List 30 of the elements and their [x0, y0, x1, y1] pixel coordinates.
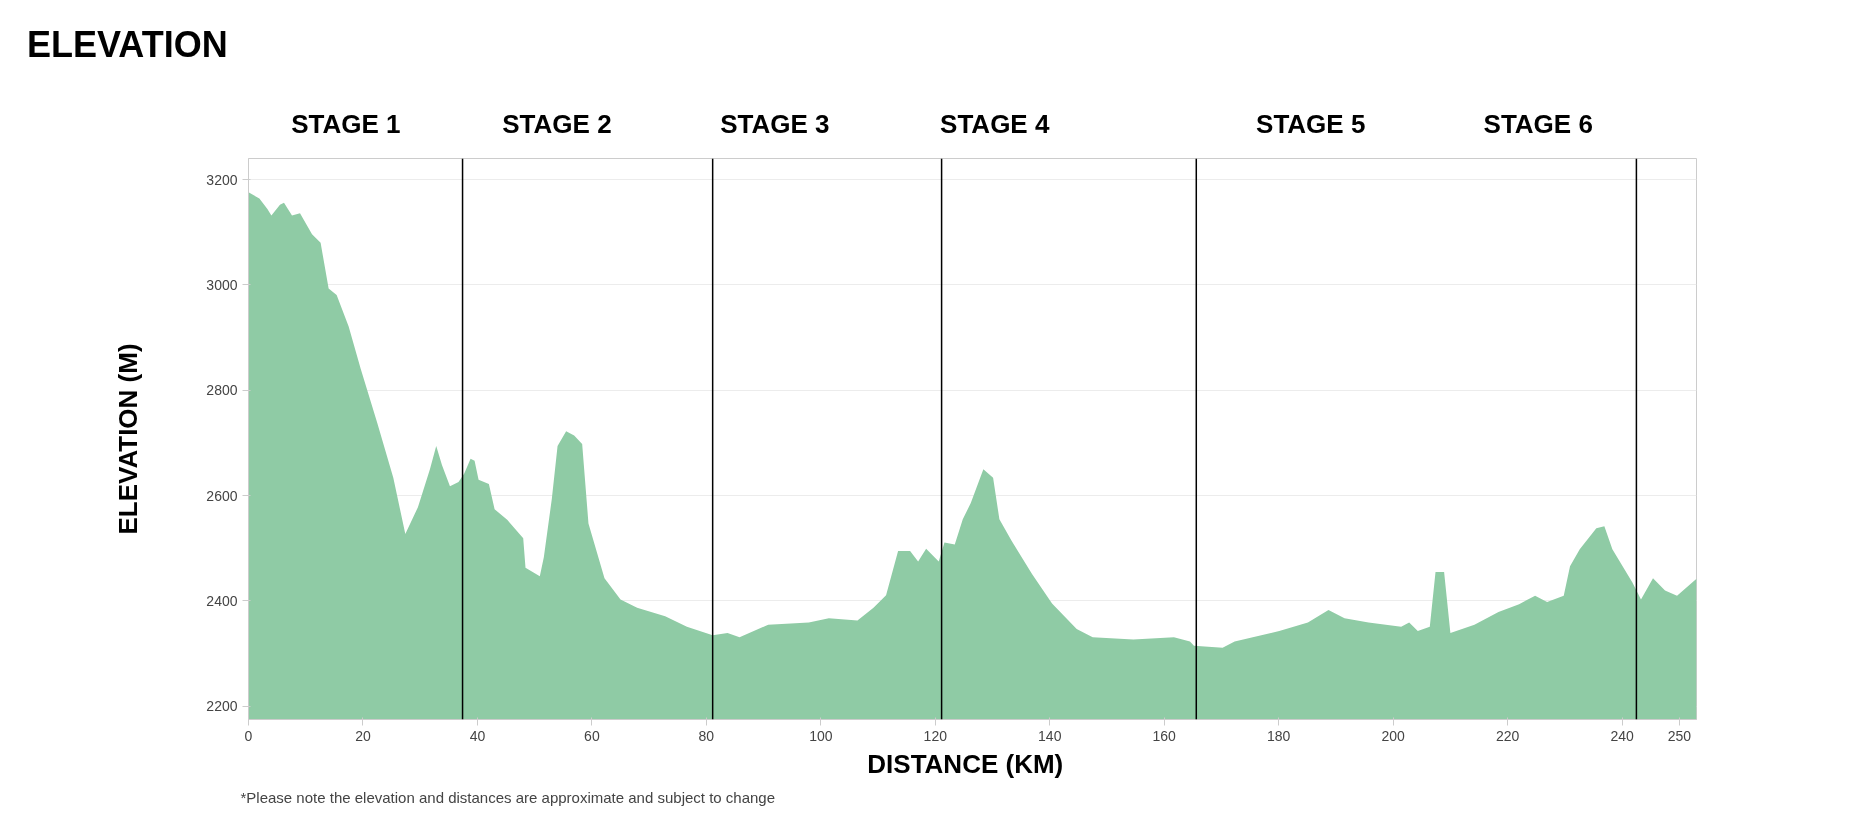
x-tick-label: 80: [698, 727, 715, 744]
x-tick-label: 120: [923, 727, 948, 744]
x-tick-label: 140: [1038, 727, 1062, 744]
y-tick-label: 3000: [206, 276, 238, 293]
y-tick-label: 2200: [206, 698, 238, 715]
x-tick-label: 160: [1152, 727, 1177, 744]
x-tick-label: 20: [355, 727, 371, 744]
text: STAGE 4: [940, 108, 1050, 139]
x-tick-label: 250: [1667, 727, 1692, 744]
text: STAGE 1: [291, 108, 401, 139]
x-tick-label: 240: [1610, 727, 1634, 744]
x-tick-label: 200: [1381, 727, 1406, 744]
x-tick-label: 220: [1495, 727, 1520, 744]
x-axis-title: DISTANCE (KM): [867, 748, 1064, 779]
text: *Please note the elevation and distances are approximate and subject to change: [240, 788, 776, 806]
text: STAGE 5: [1256, 108, 1366, 139]
y-tick-label: 2600: [206, 487, 238, 504]
x-tick-label: 0: [244, 727, 253, 744]
text: STAGE 2: [502, 108, 612, 139]
chart-title: ELEVATION: [27, 23, 228, 67]
x-tick-label: 40: [469, 727, 486, 744]
y-tick-label: 2800: [206, 382, 238, 399]
text: STAGE 6: [1483, 108, 1593, 139]
x-tick-label: 100: [809, 727, 833, 744]
x-tick-label: 60: [584, 727, 600, 744]
text: STAGE 3: [720, 108, 830, 139]
x-tick-label: 180: [1267, 727, 1291, 744]
y-tick-label: 2400: [206, 592, 238, 609]
y-axis-title: ELEVATION (M): [113, 343, 144, 535]
y-tick-label: 3200: [206, 171, 238, 188]
